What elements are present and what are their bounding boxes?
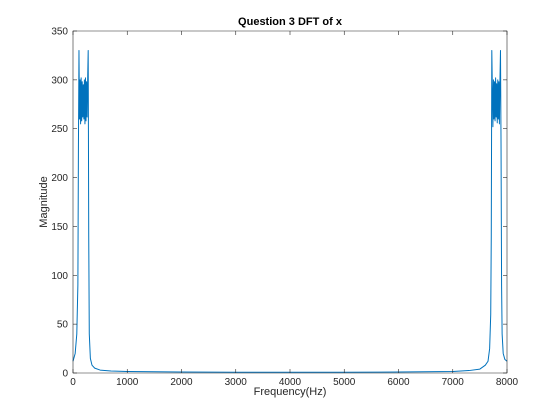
x-axis-label: Frequency(Hz): [254, 386, 327, 398]
chart-title: Question 3 DFT of x: [238, 16, 343, 28]
y-tick-label: 50: [57, 320, 69, 331]
y-axis-label: Magnitude: [38, 176, 50, 227]
x-tick-label: 1000: [116, 377, 139, 388]
y-tick-label: 150: [51, 222, 68, 233]
x-tick-label: 5000: [333, 377, 356, 388]
y-tick-label: 100: [51, 271, 68, 282]
x-tick-label: 0: [70, 377, 76, 388]
y-tick-label: 350: [51, 27, 68, 38]
y-axis-ticks: 0 50 100 150 200 250 300 350: [51, 27, 507, 380]
x-tick-label: 4000: [279, 377, 302, 388]
x-axis-ticks: 0 1000 2000 3000 4000 5000 6000 7000 8000: [70, 31, 519, 388]
plot-area: [73, 31, 507, 373]
y-tick-label: 0: [62, 369, 68, 380]
y-tick-label: 250: [51, 124, 68, 135]
x-tick-label: 6000: [387, 377, 410, 388]
y-tick-label: 200: [51, 173, 68, 184]
x-tick-label: 7000: [442, 377, 465, 388]
x-tick-label: 8000: [496, 377, 519, 388]
x-tick-label: 2000: [170, 377, 193, 388]
x-tick-label: 3000: [225, 377, 248, 388]
y-tick-label: 300: [51, 75, 68, 86]
